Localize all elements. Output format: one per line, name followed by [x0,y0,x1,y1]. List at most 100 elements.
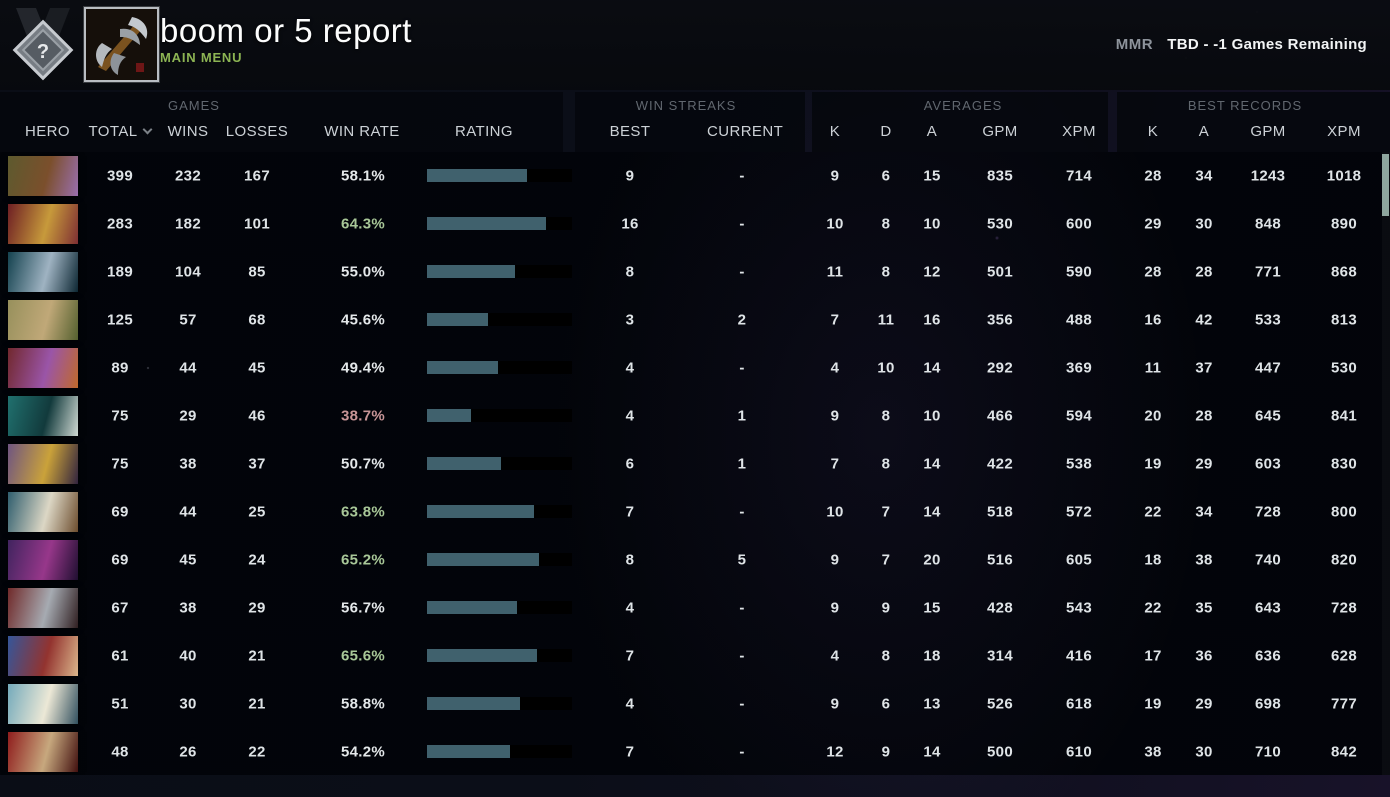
hero-portrait[interactable] [8,636,78,676]
hero-portrait[interactable] [8,492,78,532]
column-header-avg-deaths[interactable]: D [880,123,892,140]
avg-kills-value: 4 [830,647,840,665]
column-header-avg-xpm[interactable]: XPM [1062,123,1096,140]
mmr-label: MMR [1115,36,1154,53]
column-header-losses[interactable]: LOSSES [225,123,289,140]
avg-gpm-value: 292 [987,359,1013,377]
column-header-avg-kills[interactable]: K [829,123,841,140]
avg-gpm-value: 466 [987,407,1013,425]
column-header-hero[interactable]: HERO [25,123,70,140]
hero-portrait[interactable] [8,588,78,628]
record-kills-value: 22 [1144,503,1162,521]
column-header-streak-best[interactable]: BEST [609,123,651,140]
hero-portrait[interactable] [8,348,78,388]
avg-kills-value: 7 [830,455,840,473]
record-xpm-value: 820 [1331,551,1357,569]
avg-xpm-value: 572 [1066,503,1092,521]
avg-deaths-value: 6 [881,695,891,713]
rating-bar [427,409,572,422]
table-row[interactable]: 51 30 21 58.8% 4 - 9 6 13 526 618 19 29 … [0,680,1390,728]
main-menu-label[interactable]: MAIN MENU [160,49,243,65]
total-games-value: 67 [111,599,129,617]
hero-portrait[interactable] [8,396,78,436]
rating-bar-fill [427,217,546,230]
record-kills-value: 11 [1144,359,1162,377]
streak-current-value: - [739,215,745,233]
column-header-streak-current[interactable]: CURRENT [707,123,784,140]
table-row[interactable]: 69 45 24 65.2% 8 5 9 7 20 516 605 18 38 … [0,536,1390,584]
avg-kills-value: 4 [830,359,840,377]
streak-best-value: 7 [625,647,635,665]
column-header-rating[interactable]: RATING [455,123,513,140]
column-header-record-assists[interactable]: A [1198,123,1210,140]
table-row[interactable]: 67 38 29 56.7% 4 - 9 9 15 428 543 22 35 … [0,584,1390,632]
streak-current-value: - [739,743,745,761]
table-row[interactable]: 89 44 45 49.4% 4 - 4 10 14 292 369 11 37… [0,344,1390,392]
avg-kills-value: 11 [826,263,844,281]
streak-current-value: - [739,599,745,617]
record-assists-value: 34 [1195,503,1213,521]
record-gpm-value: 698 [1255,695,1281,713]
avg-kills-value: 7 [830,311,840,329]
total-games-value: 189 [107,263,133,281]
avg-assists-value: 14 [923,503,941,521]
avg-gpm-value: 501 [987,263,1013,281]
avg-gpm-value: 835 [987,167,1013,185]
column-header-record-kills[interactable]: K [1147,123,1159,140]
record-gpm-value: 1243 [1250,167,1286,185]
record-gpm-value: 728 [1255,503,1281,521]
hero-portrait[interactable] [8,156,78,196]
hero-portrait[interactable] [8,300,78,340]
hero-portrait[interactable] [8,204,78,244]
rating-bar [427,265,572,278]
total-games-value: 75 [111,407,129,425]
column-header-wins[interactable]: WINS [167,123,209,140]
streak-current-value: - [739,647,745,665]
table-row[interactable]: 75 29 46 38.7% 4 1 9 8 10 466 594 20 28 … [0,392,1390,440]
column-header-total[interactable]: TOTAL [85,123,155,140]
table-row[interactable]: 75 38 37 50.7% 6 1 7 8 14 422 538 19 29 … [0,440,1390,488]
hero-portrait[interactable] [8,732,78,772]
table-row[interactable]: 283 182 101 64.3% 16 - 10 8 10 530 600 2… [0,200,1390,248]
scrollbar-thumb[interactable] [1382,154,1389,216]
rating-bar-fill [427,409,471,422]
rating-bar [427,505,572,518]
avg-kills-value: 12 [826,743,844,761]
column-header-record-gpm[interactable]: GPM [1250,123,1286,140]
hero-portrait[interactable] [8,444,78,484]
group-label-games: GAMES [168,98,220,113]
table-row[interactable]: 125 57 68 45.6% 3 2 7 11 16 356 488 16 4… [0,296,1390,344]
table-row[interactable]: 399 232 167 58.1% 9 - 9 6 15 835 714 28 … [0,152,1390,200]
wins-value: 45 [179,551,197,569]
wins-value: 38 [179,599,197,617]
wins-value: 29 [179,407,197,425]
win-rate-value: 65.6% [340,647,385,665]
profile-hero-icon[interactable] [83,6,160,83]
streak-best-value: 8 [625,263,635,281]
streak-current-value: - [739,503,745,521]
wins-value: 30 [179,695,197,713]
hero-portrait[interactable] [8,540,78,580]
avg-assists-value: 15 [923,167,941,185]
rating-bar [427,745,572,758]
table-row[interactable]: 69 44 25 63.8% 7 - 10 7 14 518 572 22 34… [0,488,1390,536]
column-header-avg-gpm[interactable]: GPM [982,123,1018,140]
table-row[interactable]: 48 26 22 54.2% 7 - 12 9 14 500 610 38 30… [0,728,1390,775]
losses-value: 45 [248,359,266,377]
column-header-win-rate[interactable]: WIN RATE [324,123,400,140]
hero-portrait[interactable] [8,252,78,292]
total-games-value: 125 [107,311,133,329]
rating-bar-fill [427,265,516,278]
avg-kills-value: 10 [826,503,844,521]
column-header-record-xpm[interactable]: XPM [1327,123,1361,140]
record-assists-value: 28 [1195,407,1213,425]
table-row[interactable]: 61 40 21 65.6% 7 - 4 8 18 314 416 17 36 … [0,632,1390,680]
hero-portrait[interactable] [8,684,78,724]
title-block: boom or 5 report MAIN MENU [160,12,412,65]
table-row[interactable]: 189 104 85 55.0% 8 - 11 8 12 501 590 28 … [0,248,1390,296]
rating-bar-fill [427,457,501,470]
table-scrollbar[interactable] [1382,152,1390,775]
record-gpm-value: 643 [1255,599,1281,617]
column-header-avg-assists[interactable]: A [926,123,938,140]
